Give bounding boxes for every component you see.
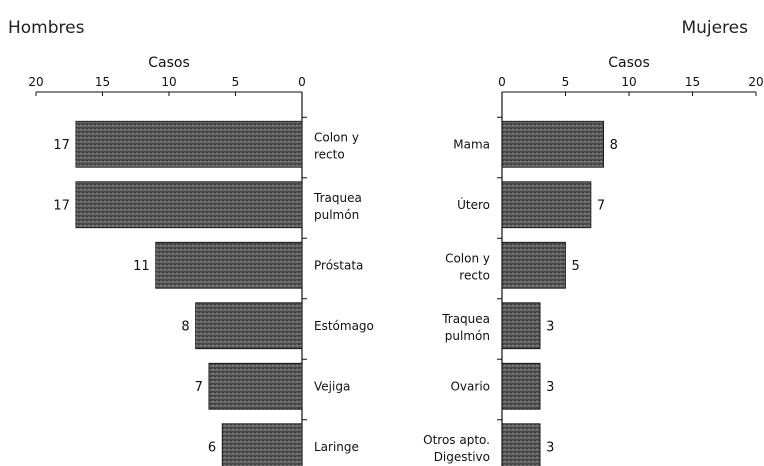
bar bbox=[501, 120, 604, 168]
category-label: Ovario bbox=[450, 379, 490, 393]
data-label: 11 bbox=[133, 259, 150, 274]
data-label: 7 bbox=[195, 380, 203, 395]
bar bbox=[75, 181, 303, 229]
bar bbox=[501, 423, 541, 466]
data-label: 6 bbox=[208, 440, 216, 455]
bar bbox=[501, 241, 566, 289]
data-label: 3 bbox=[546, 319, 554, 334]
tick-label: 10 bbox=[621, 75, 636, 89]
data-label: 8 bbox=[610, 138, 618, 153]
tick-label: 15 bbox=[95, 75, 110, 89]
tick-label: 0 bbox=[498, 75, 506, 89]
men-panel: Hombres Casos 20 15 10 5 0 17 Colon y recto 17 Traq… bbox=[8, 18, 374, 466]
bar bbox=[501, 362, 541, 410]
bar bbox=[75, 120, 303, 168]
data-label: 17 bbox=[53, 138, 70, 153]
data-label: 7 bbox=[597, 198, 605, 213]
bar bbox=[501, 181, 592, 229]
category-label: Traquea pulmón bbox=[313, 191, 362, 222]
category-label: Estómago bbox=[314, 319, 374, 333]
data-label: 8 bbox=[181, 319, 189, 334]
bar bbox=[195, 302, 303, 350]
data-label: 3 bbox=[546, 440, 554, 455]
data-label: 3 bbox=[546, 380, 554, 395]
tick-label: 20 bbox=[28, 75, 43, 89]
data-label: 5 bbox=[572, 259, 580, 274]
category-label: Próstata bbox=[314, 258, 363, 272]
category-label: Colon y recto bbox=[314, 130, 359, 161]
tick-label: 5 bbox=[562, 75, 570, 89]
category-label: Traquea pulmón bbox=[441, 312, 490, 343]
tick-label: 5 bbox=[232, 75, 240, 89]
bar bbox=[155, 241, 303, 289]
panel-title: Hombres bbox=[8, 18, 85, 38]
tick-label: 0 bbox=[298, 75, 306, 89]
data-label: 17 bbox=[53, 198, 70, 213]
category-label: Colon y recto bbox=[445, 251, 490, 282]
axis-title: Casos bbox=[148, 55, 190, 71]
bar bbox=[221, 423, 303, 466]
tick-label: 20 bbox=[748, 75, 763, 89]
tick-label: 15 bbox=[685, 75, 700, 89]
category-label: Útero bbox=[457, 197, 490, 212]
category-label: Vejiga bbox=[314, 379, 350, 393]
category-label: Otros apto. Digestivo bbox=[423, 433, 490, 464]
axis-title: Casos bbox=[608, 55, 650, 71]
category-label: Mama bbox=[453, 137, 490, 151]
panel-title: Mujeres bbox=[681, 18, 748, 38]
bar bbox=[208, 362, 303, 410]
category-label: Laringe bbox=[314, 440, 359, 454]
bar bbox=[501, 302, 541, 350]
tick-label: 10 bbox=[161, 75, 176, 89]
